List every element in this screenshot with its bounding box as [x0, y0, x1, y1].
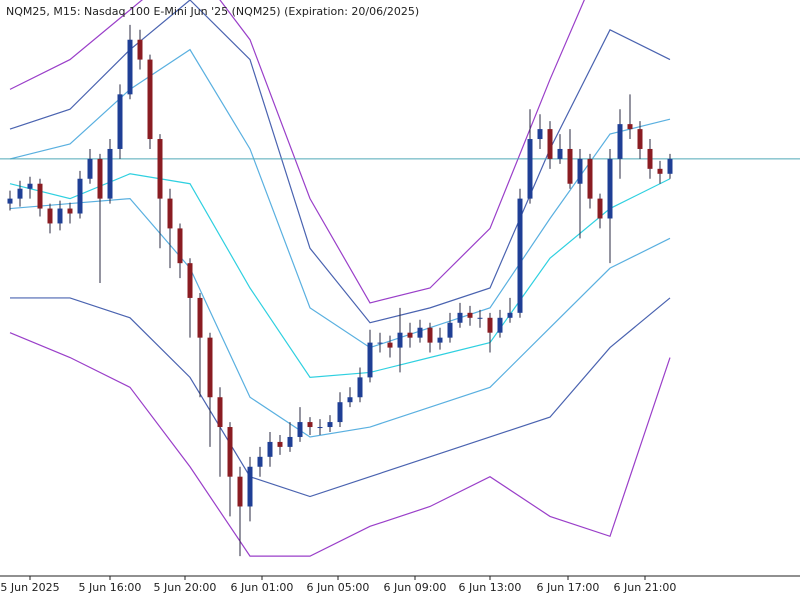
candle-body	[257, 456, 263, 467]
candle-body	[237, 476, 243, 507]
candle-body	[267, 441, 273, 457]
candle-body	[157, 139, 163, 199]
candle-body	[547, 129, 553, 159]
candle-body	[447, 322, 453, 338]
candle-body	[287, 436, 293, 447]
candle-body	[617, 124, 623, 159]
candle-body	[327, 422, 333, 428]
candle-body	[637, 129, 643, 149]
candle-body	[567, 148, 573, 184]
candle-body	[187, 263, 193, 298]
band-line	[10, 297, 671, 498]
candle-body	[207, 337, 213, 398]
candle-body	[77, 178, 83, 214]
candle-body	[627, 124, 633, 130]
band-line	[9, 0, 585, 304]
x-tick-label: 5 Jun 2025	[0, 581, 59, 594]
candle-body	[397, 332, 403, 348]
candle-body	[57, 208, 63, 224]
x-tick-label: 5 Jun 16:00	[79, 581, 142, 594]
candle-body	[107, 148, 113, 199]
candle-body	[117, 94, 123, 149]
plot-area	[0, 0, 800, 557]
candle-body	[537, 129, 543, 140]
candle-body	[487, 317, 493, 333]
x-tick-label: 6 Jun 01:00	[231, 581, 294, 594]
candle-body	[467, 312, 473, 318]
candle-body	[597, 198, 603, 219]
candle-body	[477, 317, 483, 319]
candle-body	[17, 188, 23, 199]
candle-body	[517, 198, 523, 313]
candle-body	[177, 228, 183, 264]
candle-body	[557, 148, 563, 159]
candle-body	[167, 198, 173, 229]
candle-body	[227, 427, 233, 477]
candle-body	[67, 208, 73, 214]
band-line	[9, 173, 671, 379]
candle-body	[137, 39, 143, 60]
candle-body	[667, 158, 673, 174]
candle-body	[317, 427, 323, 429]
candle-body	[457, 312, 463, 323]
candle-body	[197, 297, 203, 338]
candle-body	[587, 158, 593, 199]
band-line	[9, 0, 671, 324]
candle-body	[497, 317, 503, 333]
candle-body	[307, 422, 313, 428]
candle-body	[507, 312, 513, 318]
candle-body	[37, 183, 43, 209]
chart-title: NQM25, M15: Nasdaq 100 E-Mini Jun '25 (N…	[6, 5, 419, 18]
candle-body	[127, 39, 133, 95]
candle-body	[427, 327, 433, 343]
candle-body	[347, 397, 353, 403]
candle-body	[277, 441, 283, 447]
x-tick-label: 6 Jun 17:00	[537, 581, 600, 594]
candle-body	[647, 148, 653, 169]
candle-body	[437, 337, 443, 343]
candle-body	[367, 342, 373, 378]
candle-body	[27, 183, 33, 189]
x-tick-label: 6 Jun 13:00	[459, 581, 522, 594]
candle-body	[47, 208, 53, 224]
candle-body	[607, 158, 613, 219]
candle-body	[247, 466, 253, 507]
x-tick-label: 6 Jun 05:00	[307, 581, 370, 594]
candle-body	[417, 327, 423, 338]
candle-body	[217, 397, 223, 428]
x-tick-label: 6 Jun 21:00	[614, 581, 677, 594]
band-line	[9, 197, 671, 438]
candle-body	[87, 158, 93, 179]
candle-body	[577, 158, 583, 184]
candle-body	[407, 332, 413, 338]
candle-body	[337, 402, 343, 423]
candle-body	[97, 158, 103, 199]
candle-body	[387, 342, 393, 348]
band-line	[9, 332, 671, 557]
candle-body	[297, 422, 303, 437]
candle-body	[527, 139, 533, 199]
candle-body	[147, 59, 153, 140]
x-tick-label: 5 Jun 20:00	[154, 581, 217, 594]
candle-body	[357, 377, 363, 398]
x-tick-label: 6 Jun 09:00	[384, 581, 447, 594]
candle-body	[377, 342, 383, 344]
candle-body	[657, 168, 663, 174]
candle-body	[7, 198, 13, 204]
